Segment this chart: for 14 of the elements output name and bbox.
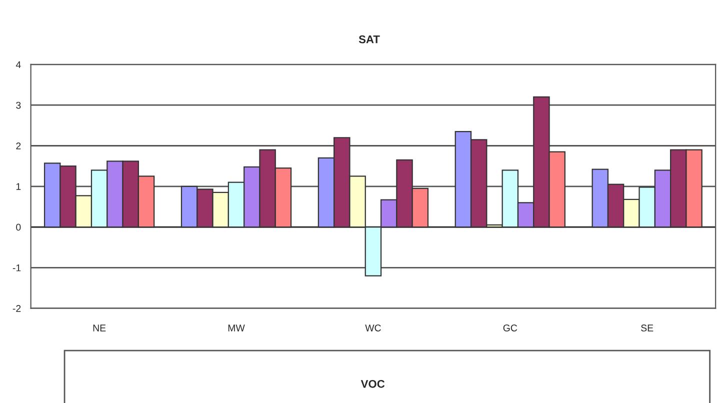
chart-title: SAT [358, 35, 380, 44]
x-tick-label: MW [228, 324, 245, 332]
x-tick-label: WC [365, 324, 381, 332]
y-tick-label: 3 [16, 102, 21, 109]
x-tick-label: GC [503, 324, 518, 332]
y-tick-label: 4 [16, 61, 21, 68]
y-tick-label: 0 [16, 224, 21, 231]
y-tick-label: -2 [12, 305, 21, 312]
text: VOC [360, 380, 385, 388]
y-tick-label: 2 [16, 142, 21, 150]
x-tick-label: NE [93, 324, 106, 332]
y-tick-label: 1 [16, 183, 21, 190]
y-tick-label: -1 [12, 264, 21, 272]
x-tick-label: SE [641, 324, 654, 332]
